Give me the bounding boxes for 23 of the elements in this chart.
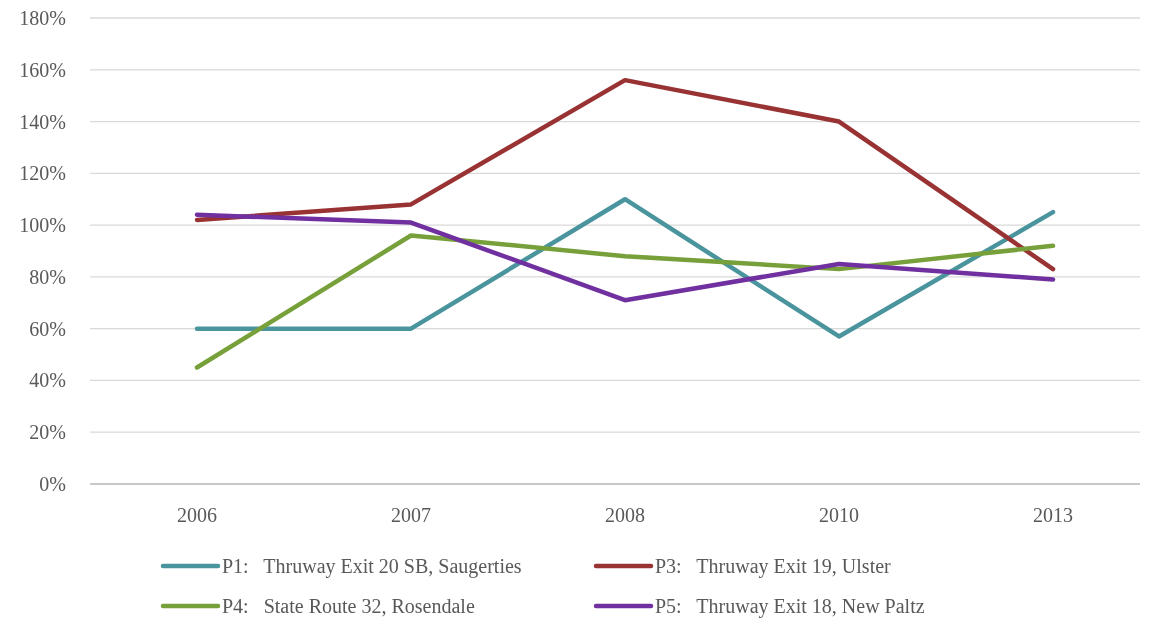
line-series: [194, 233, 1056, 370]
line-series: [194, 77, 1056, 272]
x-tick-label: 2013: [1033, 504, 1073, 526]
y-tick-label: 0%: [39, 473, 66, 495]
x-tick-label: 2008: [605, 504, 645, 526]
y-tick-label: 80%: [29, 265, 66, 288]
y-tick-label: 40%: [29, 369, 66, 392]
line-series: [194, 196, 1056, 339]
x-tick-label: 2006: [177, 504, 217, 526]
y-tick-label: 120%: [19, 162, 66, 185]
line-series: [194, 212, 1056, 303]
y-tick-label: 60%: [29, 317, 66, 340]
legend-label: P4: State Route 32, Rosendale: [222, 595, 475, 617]
y-tick-label: 100%: [19, 214, 66, 237]
x-tick-label: 2007: [391, 504, 431, 526]
x-tick-label: 2010: [819, 504, 859, 526]
legend-label: P3: Thruway Exit 19, Ulster: [655, 555, 892, 578]
legend-label: P5: Thruway Exit 18, New Paltz: [655, 595, 925, 618]
y-tick-label: 160%: [19, 58, 66, 81]
y-tick-label: 140%: [19, 110, 66, 133]
y-tick-label: 180%: [19, 7, 66, 29]
y-tick-label: 20%: [29, 421, 66, 444]
legend-label: P1: Thruway Exit 20 SB, Saugerties: [222, 555, 522, 578]
